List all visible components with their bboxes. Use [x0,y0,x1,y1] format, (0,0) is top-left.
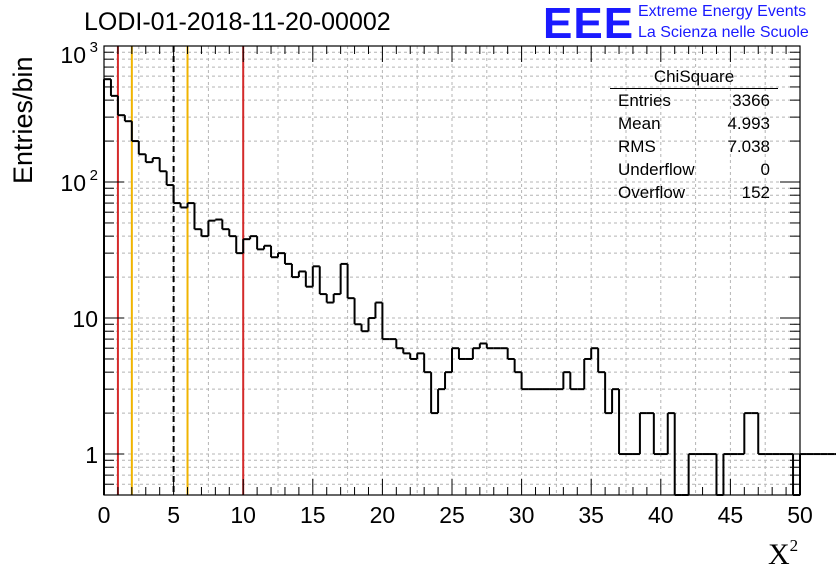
stats-value: 4.993 [727,114,770,133]
stats-row-mean: Mean 4.993 [610,112,778,135]
y-tick-label: 10 [60,170,86,196]
x-axis-label: X2 [768,536,798,572]
stats-value: 7.038 [727,137,770,156]
stats-value: 3366 [732,91,770,110]
stats-row-overflow: Overflow 152 [610,181,778,204]
y-tick-label-exponent: 3 [90,39,98,56]
y-tick-label: 10 [72,306,98,332]
stats-row-rms: RMS 7.038 [610,135,778,158]
logo-line-2: La Scienza nelle Scuole [638,24,809,41]
y-tick-label: 1 [85,442,98,468]
stats-label: Underflow [618,160,695,179]
x-axis-label-superscript: 2 [789,536,799,555]
x-tick-label: 50 [787,502,813,528]
y-tick-label: 10 [60,42,86,68]
x-tick-label: 5 [167,502,180,528]
x-tick-label: 25 [439,502,465,528]
x-tick-label: 35 [578,502,604,528]
stats-label: Overflow [618,183,686,202]
stats-header: ChiSquare [610,66,778,89]
x-tick-label: 15 [300,502,326,528]
stats-row-entries: Entries 3366 [610,89,778,112]
stats-label: Entries [618,91,671,110]
x-axis-label-text: X [768,538,790,571]
stats-value: 152 [741,183,770,202]
eee-logo: EEE [543,0,635,48]
stats-label: Mean [618,114,661,133]
stats-label: RMS [618,137,656,156]
x-tick-label: 45 [718,502,744,528]
x-tick-label: 0 [98,502,111,528]
chart-title: LODI-01-2018-11-20-00002 [84,8,391,36]
x-tick-label: 10 [230,502,256,528]
x-tick-label: 30 [509,502,535,528]
stats-value: 0 [760,160,770,179]
x-tick-label: 20 [370,502,396,528]
logo-line-1: Extreme Energy Events [638,3,807,20]
stats-row-underflow: Underflow 0 [610,158,778,181]
y-tick-label-exponent: 2 [90,167,98,184]
stats-box: ChiSquare Entries 3366 Mean 4.993 RMS 7.038… [610,66,778,204]
x-tick-label: 40 [648,502,674,528]
